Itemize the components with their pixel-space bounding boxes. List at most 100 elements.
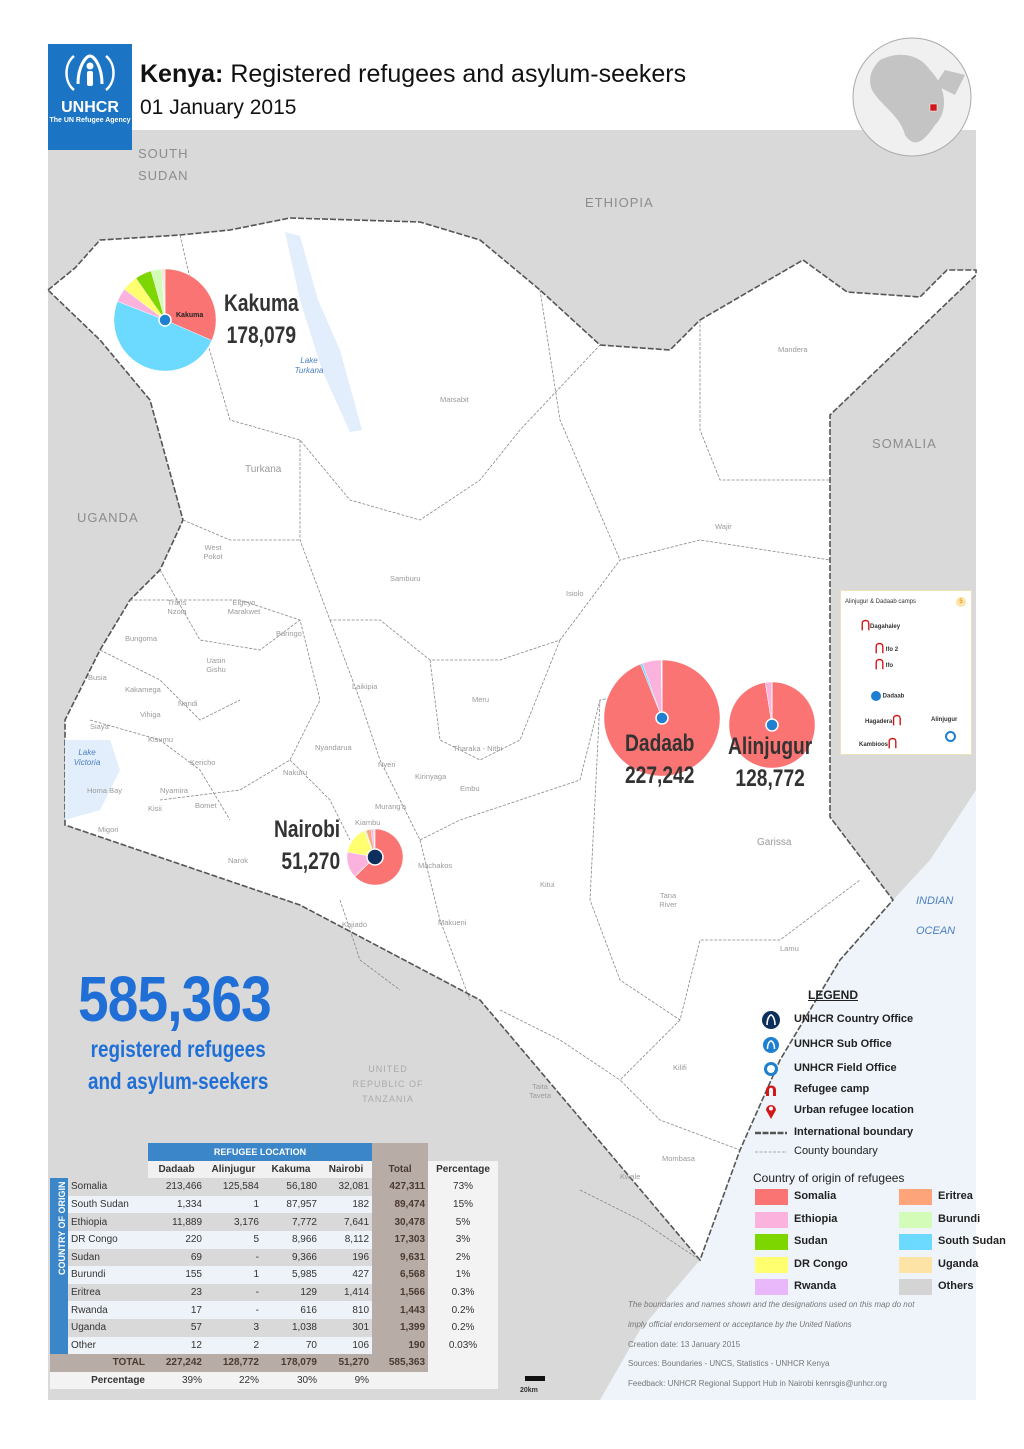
value-cell: 5 bbox=[205, 1230, 262, 1249]
row-percentage-cell: 73% bbox=[428, 1178, 499, 1196]
county-label: Kakamega bbox=[125, 685, 161, 694]
pie-label-dadaab: Dadaab 227,242 bbox=[625, 728, 694, 792]
total-caption-line2: and asylum-seekers bbox=[88, 1068, 269, 1094]
county-label: Kajiado bbox=[342, 920, 368, 929]
disclaimer-line1: The boundaries and names shown and the d… bbox=[628, 1300, 915, 1309]
county-label: Mandera bbox=[778, 345, 808, 354]
inset-camp: ⋂Dagahaley bbox=[861, 619, 901, 631]
legend-label: County boundary bbox=[794, 1145, 878, 1157]
value-cell: 8,966 bbox=[262, 1230, 320, 1249]
refugee-table: REFUGEE LOCATION Dadaab Alinjugur Kakuma… bbox=[50, 1143, 499, 1390]
feedback: Feedback: UNHCR Regional Support Hub in … bbox=[628, 1379, 887, 1388]
country-cell: DR Congo bbox=[68, 1230, 148, 1249]
country-label-somalia: SOMALIA bbox=[872, 436, 937, 451]
value-cell: 129 bbox=[300, 1287, 317, 1299]
location-total: 51,270 bbox=[281, 848, 341, 875]
ocean-label-1: INDIAN bbox=[916, 895, 954, 907]
country-label-south-sudan: SOUTH SUDAN bbox=[138, 146, 189, 183]
county-label: West Pokot bbox=[203, 543, 223, 561]
county-label: Samburu bbox=[390, 574, 421, 583]
side-header-text: COUNTRY OF ORIGIN bbox=[57, 1181, 67, 1276]
country-cell: Somalia bbox=[71, 1181, 108, 1193]
county-label: Nyandarua bbox=[315, 743, 352, 752]
table-row: South Sudan 1,334 1 87,957 182 89,474 15% bbox=[50, 1195, 499, 1214]
county-label: Bungoma bbox=[125, 634, 158, 643]
pie-label-alinjugur: Alinjugur 128,772 bbox=[728, 731, 812, 795]
value-cell: 32,081 bbox=[338, 1181, 370, 1193]
logo-subtitle: The UN Refugee Agency bbox=[49, 117, 131, 124]
value-cell: 125,584 bbox=[222, 1181, 259, 1193]
county-label: Nyamira bbox=[160, 786, 188, 795]
column-header: Kakuma bbox=[262, 1160, 320, 1179]
pie-label-nairobi: Nairobi 51,270 bbox=[274, 814, 340, 878]
inset-title: Alinjugur & Dadaab camps bbox=[845, 599, 917, 605]
county-label: Machakos bbox=[418, 861, 453, 870]
swatch-label: DR Congo bbox=[794, 1257, 848, 1270]
row-total-cell: 1,443 bbox=[372, 1301, 429, 1319]
page-title: Kenya: Registered refugees and asylum-se… bbox=[140, 60, 686, 89]
value-cell: 7,772 bbox=[291, 1216, 317, 1228]
country-cell: South Sudan bbox=[68, 1195, 148, 1214]
table-row: Other 12 2 70 106 190 0.03% bbox=[50, 1336, 499, 1355]
lake-turkana-label: Lake Turkana bbox=[294, 356, 324, 375]
inset-camp: ⋂ Ifo 2 bbox=[875, 642, 899, 654]
row-total-cell: 427,311 bbox=[372, 1178, 429, 1196]
county-label: Vihiga bbox=[140, 710, 161, 719]
row-total-cell: 6,568 bbox=[372, 1266, 429, 1284]
value-cell: 8,112 bbox=[320, 1230, 373, 1249]
value-cell: 155 bbox=[148, 1266, 205, 1284]
value-cell: 12 bbox=[148, 1336, 205, 1355]
location-total: 178,079 bbox=[226, 322, 297, 349]
refugee-camp-icon: ⋂ bbox=[875, 642, 885, 654]
row-total-cell: 190 bbox=[372, 1336, 429, 1355]
value-cell: 427 bbox=[320, 1266, 373, 1284]
swatch-label: Rwanda bbox=[794, 1280, 837, 1292]
camps-inset: Alinjugur & Dadaab camps 5 ⋂Dagahaley ⋂ … bbox=[840, 590, 972, 755]
county-label: Wajir bbox=[715, 522, 732, 531]
percentage-cell: 30% bbox=[262, 1371, 320, 1390]
total-caption-line1: registered refugees bbox=[90, 1036, 266, 1062]
grand-total-cell: 585,363 bbox=[372, 1354, 429, 1372]
row-percentage-cell: 0.3% bbox=[428, 1283, 499, 1302]
county-label: Nyeri bbox=[378, 760, 396, 769]
ocean-label-2: OCEAN bbox=[916, 925, 956, 937]
unhcr-country-office-icon bbox=[366, 848, 384, 866]
creation-date: Creation date: 13 January 2015 bbox=[628, 1340, 741, 1349]
table-row: Uganda 57 3 1,038 301 1,399 0.2% bbox=[50, 1318, 499, 1337]
value-cell: - bbox=[255, 1251, 259, 1263]
percentage-row-label: Percentage bbox=[50, 1371, 148, 1390]
column-header: Percentage bbox=[428, 1160, 499, 1179]
legend-title: LEGEND bbox=[808, 988, 859, 1002]
country-cell: Rwanda bbox=[68, 1301, 148, 1319]
county-label: Kisii bbox=[148, 804, 162, 813]
value-cell: 301 bbox=[352, 1322, 370, 1334]
county-label: Busia bbox=[88, 673, 107, 682]
county-label: Meru bbox=[472, 695, 490, 704]
value-cell: 220 bbox=[148, 1230, 205, 1249]
total-cell: 178,079 bbox=[262, 1354, 320, 1372]
location-name: Nairobi bbox=[274, 816, 341, 843]
total-cell: 128,772 bbox=[205, 1354, 262, 1372]
row-percentage-cell: 3% bbox=[428, 1230, 499, 1249]
inset-camp: ⋂ Ifo bbox=[875, 658, 894, 670]
table-row: Eritrea 23 - 129 1,414 1,566 0.3% bbox=[50, 1283, 499, 1302]
country-cell: Eritrea bbox=[71, 1287, 101, 1299]
value-cell: 70 bbox=[262, 1336, 320, 1355]
swatch-somalia bbox=[755, 1189, 788, 1205]
column-header: Nairobi bbox=[320, 1160, 373, 1179]
unhcr-field-office-icon bbox=[764, 1062, 778, 1076]
table-row: Burundi 155 1 5,985 427 6,568 1% bbox=[50, 1266, 499, 1284]
unhcr-country-office-icon bbox=[762, 1011, 780, 1029]
county-boundary-line bbox=[755, 1151, 787, 1153]
location-name: Alinjugur bbox=[728, 733, 813, 760]
table-row: DR Congo 220 5 8,966 8,112 17,303 3% bbox=[50, 1230, 499, 1249]
refugee-camp-icon: ⋂ bbox=[875, 658, 885, 670]
swatch-sudan bbox=[755, 1234, 788, 1250]
scale-bar-label: 20km bbox=[520, 1387, 538, 1394]
county-boundaries bbox=[89, 234, 861, 1261]
refugee-camp-icon: ⋂ bbox=[892, 714, 902, 726]
inset-office: Dadaab bbox=[871, 691, 904, 701]
table-row: Sudan 69 - 9,366 196 9,631 2% bbox=[50, 1248, 499, 1267]
legend-label: UNHCR Country Office bbox=[794, 1013, 914, 1025]
